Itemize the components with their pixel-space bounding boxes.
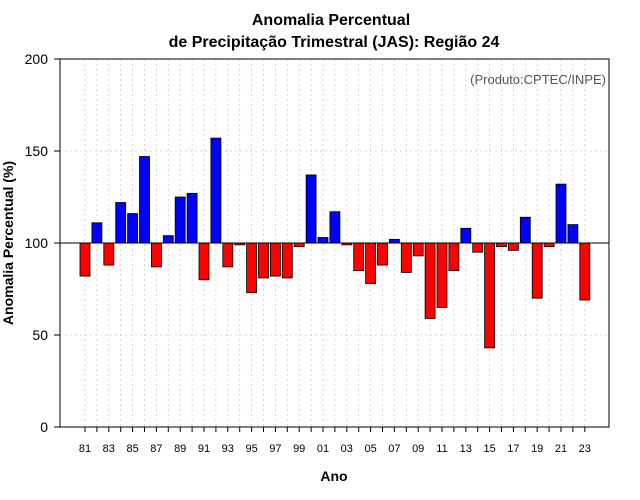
x-tick-label-01: 01 <box>317 443 329 455</box>
grid-layer <box>60 59 609 427</box>
bar-89 <box>174 196 186 244</box>
x-tick-label-19: 19 <box>531 443 543 455</box>
bar-13 <box>460 227 472 244</box>
x-tick-label-95: 95 <box>245 443 257 455</box>
bar-96 <box>258 242 269 279</box>
bar-86 <box>139 156 150 244</box>
bar-23 <box>579 242 591 301</box>
chart-title: Anomalia Percentual <box>252 12 410 29</box>
bar-98 <box>281 242 293 279</box>
bar-09 <box>412 242 424 257</box>
x-axis: 81 83 85 87 89 91 93 95 97 99 01 03 05 07 09 11 13 15 17 19… <box>79 427 591 455</box>
bar-95 <box>246 242 258 294</box>
x-tick-label-97: 97 <box>269 443 281 455</box>
bar-08 <box>400 242 412 273</box>
bars-layer <box>79 137 591 349</box>
bar-93 <box>222 242 234 268</box>
x-tick-label-93: 93 <box>222 443 234 455</box>
bar-97 <box>269 242 281 277</box>
x-tick-label-17: 17 <box>507 443 519 455</box>
x-tick-label-85: 85 <box>126 443 138 455</box>
x-tick-label-91: 91 <box>198 443 210 455</box>
bar-91 <box>198 242 210 281</box>
bar-19 <box>531 242 543 299</box>
bar-07 <box>388 238 400 244</box>
bar-06 <box>377 242 388 266</box>
chart-subtitle: de Precipitação Trimestral (JAS): Região… <box>169 34 500 51</box>
x-tick-label-81: 81 <box>79 443 91 455</box>
credit-text: (Produto:CPTEC/INPE) <box>470 72 606 87</box>
x-tick-label-07: 07 <box>388 443 400 455</box>
bar-20 <box>543 242 555 248</box>
bar-83 <box>103 242 115 266</box>
y-tick-label-0: 0 <box>40 419 48 435</box>
bar-85 <box>127 213 138 244</box>
bar-82 <box>91 222 103 244</box>
bar-16 <box>496 242 507 248</box>
x-tick-label-11: 11 <box>436 443 447 455</box>
bar-10 <box>424 242 436 319</box>
bar-15 <box>484 242 496 349</box>
bar-84 <box>115 202 127 244</box>
y-axis: 0 50 100 150 200 <box>25 51 60 435</box>
x-tick-label-23: 23 <box>579 443 591 455</box>
bar-18 <box>519 216 531 244</box>
y-tick-label-200: 200 <box>25 51 49 67</box>
x-tick-label-05: 05 <box>364 443 376 455</box>
bar-01 <box>317 237 329 244</box>
x-tick-label-83: 83 <box>103 443 115 455</box>
x-axis-label: Ano <box>320 468 347 484</box>
bar-81 <box>79 242 91 277</box>
bar-88 <box>162 235 174 244</box>
bar-21 <box>555 183 567 244</box>
bar-02 <box>329 211 341 244</box>
bar-11 <box>436 242 448 308</box>
bar-90 <box>186 192 198 244</box>
x-tick-label-99: 99 <box>293 443 305 455</box>
x-tick-label-03: 03 <box>341 443 353 455</box>
bar-04 <box>353 242 365 272</box>
x-tick-label-87: 87 <box>150 443 162 455</box>
bar-92 <box>210 137 222 244</box>
bar-17 <box>507 242 519 251</box>
bar-05 <box>365 242 377 284</box>
y-tick-label-100: 100 <box>25 235 49 251</box>
y-axis-label: Anomalia Percentual (%) <box>0 161 16 325</box>
y-tick-label-50: 50 <box>32 327 48 343</box>
bar-99 <box>293 242 305 248</box>
bar-00 <box>305 174 317 244</box>
y-tick-label-150: 150 <box>25 143 49 159</box>
x-tick-label-09: 09 <box>412 443 424 455</box>
x-tick-label-89: 89 <box>174 443 186 455</box>
bar-87 <box>150 242 162 268</box>
x-tick-label-13: 13 <box>460 443 472 455</box>
x-tick-label-21: 21 <box>555 443 567 455</box>
x-tick-label-15: 15 <box>483 443 495 455</box>
bar-14 <box>472 242 484 253</box>
bar-22 <box>567 224 579 244</box>
bar-12 <box>448 242 460 272</box>
